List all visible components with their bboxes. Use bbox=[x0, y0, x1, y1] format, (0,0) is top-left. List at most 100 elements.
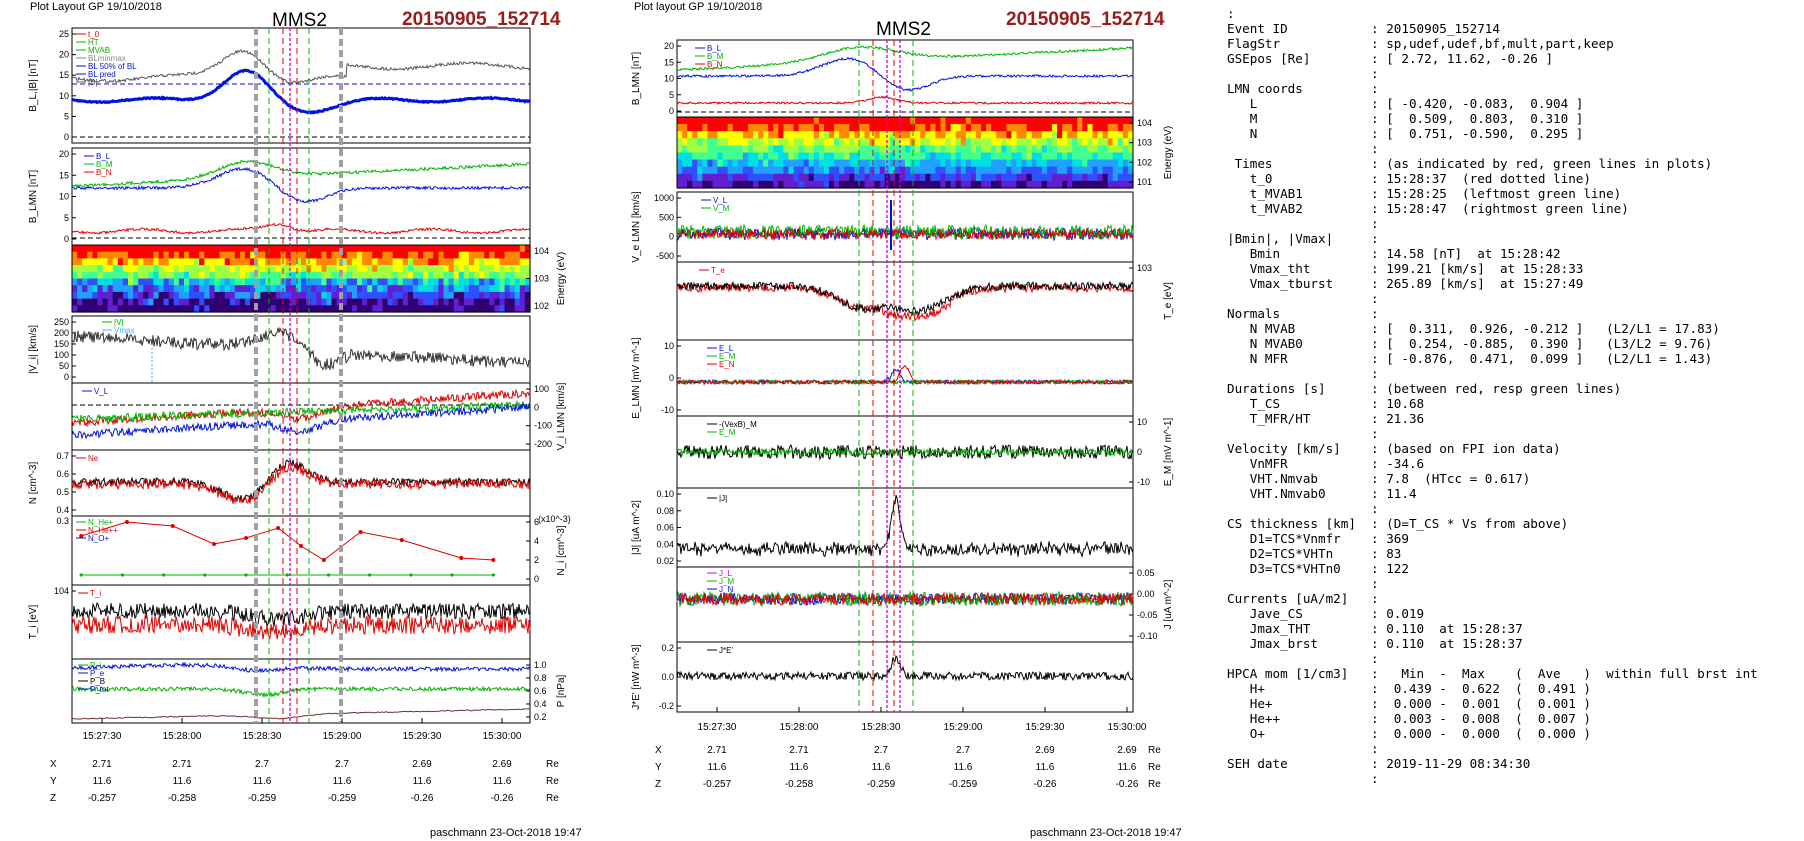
spectrogram-cell bbox=[1097, 180, 1104, 189]
spectrogram-cell bbox=[712, 138, 719, 146]
spectrogram-cell bbox=[758, 124, 764, 132]
spectrogram-cell bbox=[301, 305, 307, 313]
spectrogram-cell bbox=[813, 124, 820, 132]
spectrogram-cell bbox=[1127, 145, 1134, 154]
left-legend-vlmn-entry: V_L bbox=[94, 387, 109, 396]
spectrogram-cell bbox=[981, 145, 987, 154]
spectrogram-cell bbox=[1082, 117, 1088, 125]
spectrogram-cell bbox=[423, 245, 429, 253]
info-line: T_MFR/HT : 21.36 bbox=[1249, 411, 1425, 426]
nhep-point bbox=[368, 573, 372, 577]
spectrogram-cell bbox=[793, 166, 800, 175]
spectrogram-cell bbox=[1001, 138, 1007, 146]
spectrogram-cell bbox=[1072, 131, 1078, 139]
left-panel-axis-label: 15 bbox=[59, 170, 69, 180]
spectrogram-cell bbox=[823, 138, 830, 146]
spectrogram-cell bbox=[122, 278, 129, 286]
spectrogram-cell bbox=[189, 265, 195, 273]
spectrogram-cell bbox=[367, 271, 373, 280]
spectrogram-cell bbox=[884, 145, 891, 154]
middle-coord-value: -0.259 bbox=[867, 779, 896, 790]
spectrogram-cell bbox=[1107, 131, 1114, 139]
spectrogram-cell bbox=[732, 117, 739, 125]
spectrogram-cell bbox=[117, 298, 124, 306]
spectrogram-cell bbox=[357, 278, 363, 286]
left-panel-axis-label: 100 bbox=[534, 384, 549, 394]
spectrogram-cell bbox=[1127, 124, 1134, 132]
spectrogram-cell bbox=[402, 251, 409, 259]
spectrogram-cell bbox=[859, 159, 866, 168]
left-coord-value: 2.71 bbox=[172, 759, 192, 770]
spectrogram-cell bbox=[367, 305, 373, 313]
middle-legend-j-entry: |J| bbox=[719, 494, 727, 503]
spectrogram-cell bbox=[504, 285, 511, 293]
spectrogram-cell bbox=[859, 145, 866, 154]
spectrogram-cell bbox=[351, 258, 358, 266]
spectrogram-cell bbox=[1092, 180, 1099, 189]
spectrogram-cell bbox=[499, 258, 506, 266]
spectrogram-cell bbox=[879, 138, 886, 146]
spectrogram-cell bbox=[260, 291, 266, 300]
spectrogram-cell bbox=[844, 145, 850, 154]
spectrogram-cell bbox=[245, 258, 251, 266]
spectrogram-cell bbox=[290, 291, 297, 300]
spectrogram-cell bbox=[864, 131, 871, 139]
spectrogram-cell bbox=[1062, 180, 1068, 189]
spectrogram-cell bbox=[265, 271, 272, 280]
spectrogram-cell bbox=[438, 291, 445, 300]
spectrogram-cell bbox=[834, 180, 840, 189]
spectrogram-cell bbox=[737, 145, 744, 154]
spectrogram-cell bbox=[1051, 166, 1058, 175]
spectrogram-cell bbox=[773, 173, 779, 182]
left-panel-axis-label: 25 bbox=[59, 29, 69, 39]
spectrogram-cell bbox=[443, 298, 450, 306]
spectrogram-cell bbox=[1051, 131, 1058, 139]
spectrogram-cell bbox=[1041, 180, 1048, 189]
spectrogram-cell bbox=[692, 138, 698, 146]
spectrogram-cell bbox=[260, 298, 266, 306]
spectrogram-cell bbox=[1026, 166, 1033, 175]
spectrogram-cell bbox=[986, 124, 992, 132]
spectrogram-cell bbox=[402, 258, 409, 266]
spectrogram-cell bbox=[504, 278, 511, 286]
spectrogram-cell bbox=[290, 258, 297, 266]
middle-panel-axis-label: 0.0 bbox=[661, 672, 674, 682]
spectrogram-cell bbox=[519, 251, 526, 259]
spectrogram-cell bbox=[1041, 159, 1048, 168]
spectrogram-cell bbox=[468, 245, 475, 253]
spectrogram-cell bbox=[275, 278, 282, 286]
spectrogram-cell bbox=[357, 285, 363, 293]
left-panel-axis-label: 20 bbox=[59, 149, 69, 159]
spectrogram-cell bbox=[138, 265, 144, 273]
spectrogram-cell bbox=[199, 285, 205, 293]
spectrogram-cell bbox=[1036, 180, 1043, 189]
spectrogram-cell bbox=[82, 271, 88, 280]
spectrogram-cell bbox=[905, 131, 911, 139]
spectrogram-cell bbox=[925, 124, 931, 132]
left-panel-axis-label: 0.4 bbox=[534, 699, 547, 709]
spectrogram-cell bbox=[133, 265, 139, 273]
spectrogram-cell bbox=[788, 117, 795, 125]
spectrogram-cell bbox=[194, 285, 200, 293]
middle-legend-jlmn-entry: J_L bbox=[719, 569, 732, 578]
spectrogram-cell bbox=[1057, 138, 1063, 146]
spectrogram-cell bbox=[798, 152, 805, 161]
spectrogram-cell bbox=[275, 251, 282, 259]
spectrogram-cell bbox=[970, 180, 977, 189]
spectrogram-cell bbox=[316, 278, 322, 286]
spectrogram-cell bbox=[758, 159, 764, 168]
spectrogram-cell bbox=[758, 166, 764, 175]
spectrogram-cell bbox=[1046, 131, 1053, 139]
spectrogram-cell bbox=[910, 152, 916, 161]
spectrogram-cell bbox=[204, 258, 210, 266]
spectrogram-cell bbox=[311, 265, 317, 273]
spectrogram-cell bbox=[82, 291, 88, 300]
spectrogram-cell bbox=[423, 278, 429, 286]
spectrogram-cell bbox=[732, 159, 739, 168]
spectrogram-cell bbox=[133, 258, 139, 266]
spectrogram-cell bbox=[148, 285, 154, 293]
spectrogram-cell bbox=[494, 251, 501, 259]
spectrogram-cell bbox=[737, 131, 744, 139]
spectrogram-cell bbox=[697, 180, 703, 189]
middle-panel-axis-label: -10 bbox=[1137, 477, 1150, 487]
